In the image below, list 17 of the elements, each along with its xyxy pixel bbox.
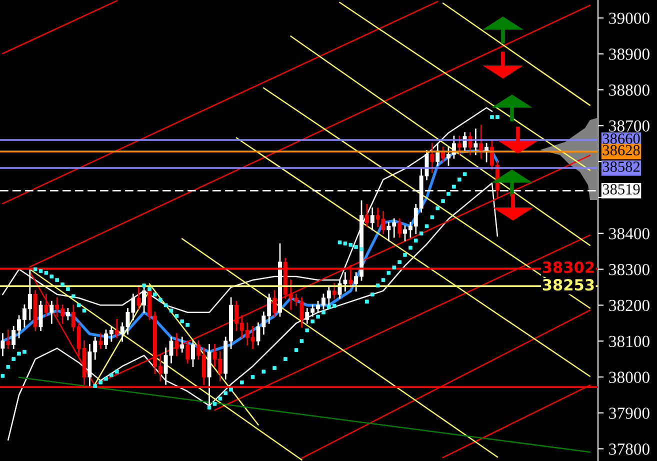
y-tick-label: 38200 — [609, 300, 650, 312]
y-tick-label: 38300 — [609, 264, 650, 276]
y-tick-label: 38400 — [609, 228, 650, 240]
ref-line-label: 38253 — [542, 279, 594, 291]
ref-line-label: 38660 — [602, 134, 640, 144]
y-tick-label: 38800 — [609, 84, 650, 96]
ref-line-label: 38302 — [542, 261, 594, 273]
ref-line-label: 38582 — [602, 162, 640, 172]
y-tick-label: 38700 — [609, 120, 650, 132]
y-tick-label: 37800 — [609, 443, 650, 455]
y-tick-label: 39000 — [609, 12, 650, 24]
ref-line-label: 38519 — [602, 184, 640, 194]
y-tick-label: 38900 — [609, 48, 650, 60]
y-tick-label: 38000 — [609, 372, 650, 383]
ref-line-label: 38628 — [602, 145, 640, 156]
y-tick-label: 38100 — [609, 336, 650, 348]
y-tick-label: 37900 — [609, 408, 650, 419]
